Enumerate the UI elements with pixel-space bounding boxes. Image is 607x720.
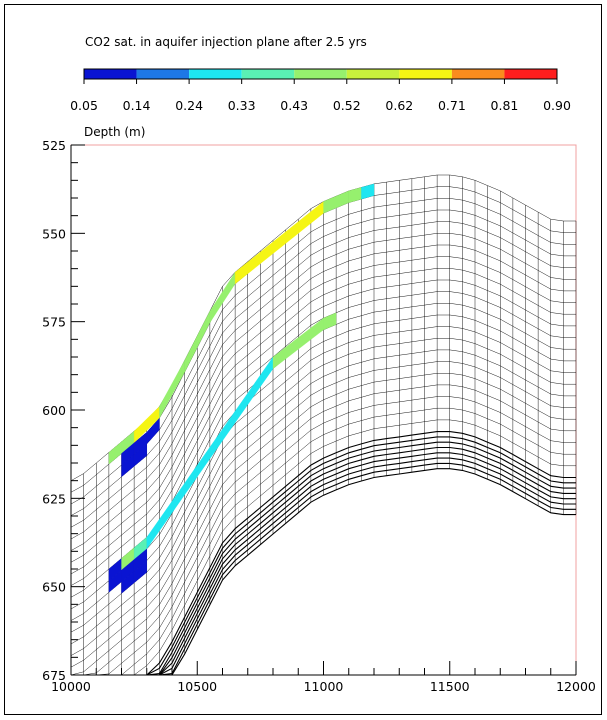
- saturation-cell: [133, 443, 147, 467]
- mesh-layer-line-thick: [71, 431, 576, 676]
- y-tick-label: 575: [42, 315, 66, 330]
- colorbar-segment: [84, 69, 137, 79]
- co2-saturation-chart: CO2 sat. in aquifer injection plane afte…: [42, 35, 596, 694]
- saturation-cell: [146, 417, 160, 445]
- colorbar-segment: [399, 69, 452, 79]
- colorbar-segment: [241, 69, 295, 79]
- colorbar: 0.05 0.14 0.24 0.33 0.43 0.52 0.62 0.71 0.81 0.90: [70, 68, 571, 113]
- figure-frame: CO2 sat. in aquifer injection plane afte…: [4, 4, 602, 715]
- saturation-cell: [234, 201, 324, 285]
- colorbar-tick-label: 0.24: [175, 98, 203, 113]
- colorbar-tick-label: 0.62: [385, 98, 413, 113]
- colorbar-tick-label: 0.81: [491, 98, 519, 113]
- colorbar-tick-label: 0.05: [70, 98, 98, 113]
- x-tick-label: 10500: [177, 679, 217, 694]
- colorbar-tick-label: 0.14: [123, 98, 151, 113]
- saturation-cell: [133, 560, 147, 584]
- colorbar-segment: [346, 69, 400, 79]
- colorbar-tick-label: 0.43: [280, 98, 308, 113]
- y-tick-label: 675: [42, 668, 66, 683]
- colorbar-tick-label: 0.90: [543, 98, 571, 113]
- chart-title: CO2 sat. in aquifer injection plane afte…: [85, 35, 367, 49]
- colorbar-segment: [189, 69, 242, 79]
- x-tick-label: 10000: [51, 679, 91, 694]
- x-tick-label: 11000: [304, 679, 344, 694]
- y-tick-label: 550: [42, 226, 66, 241]
- mesh-layer-line-thick: [71, 441, 576, 676]
- saturation-cell: [348, 187, 362, 203]
- saturation-cell: [108, 441, 122, 465]
- mesh-layer-line-thick: [71, 436, 576, 676]
- y-axis-label: Depth (m): [84, 125, 145, 139]
- saturation-cells: [108, 183, 375, 594]
- colorbar-segment: [504, 69, 557, 79]
- y-tick-label: 650: [42, 580, 66, 595]
- saturation-cell: [323, 312, 337, 331]
- y-tick-label: 525: [42, 138, 66, 153]
- y-tick-label: 600: [42, 403, 66, 418]
- colorbar-segment: [294, 69, 347, 79]
- colorbar-segment: [451, 69, 505, 79]
- y-tick-label: 625: [42, 491, 66, 506]
- x-tick-label: 12000: [556, 679, 596, 694]
- colorbar-segment: [136, 69, 190, 79]
- colorbar-border: [83, 68, 558, 80]
- x-tick-label: 11500: [430, 679, 470, 694]
- saturation-cell: [361, 183, 375, 200]
- colorbar-tick-label: 0.52: [333, 98, 361, 113]
- colorbar-tick-label: 0.71: [438, 98, 466, 113]
- colorbar-tick-label: 0.33: [228, 98, 256, 113]
